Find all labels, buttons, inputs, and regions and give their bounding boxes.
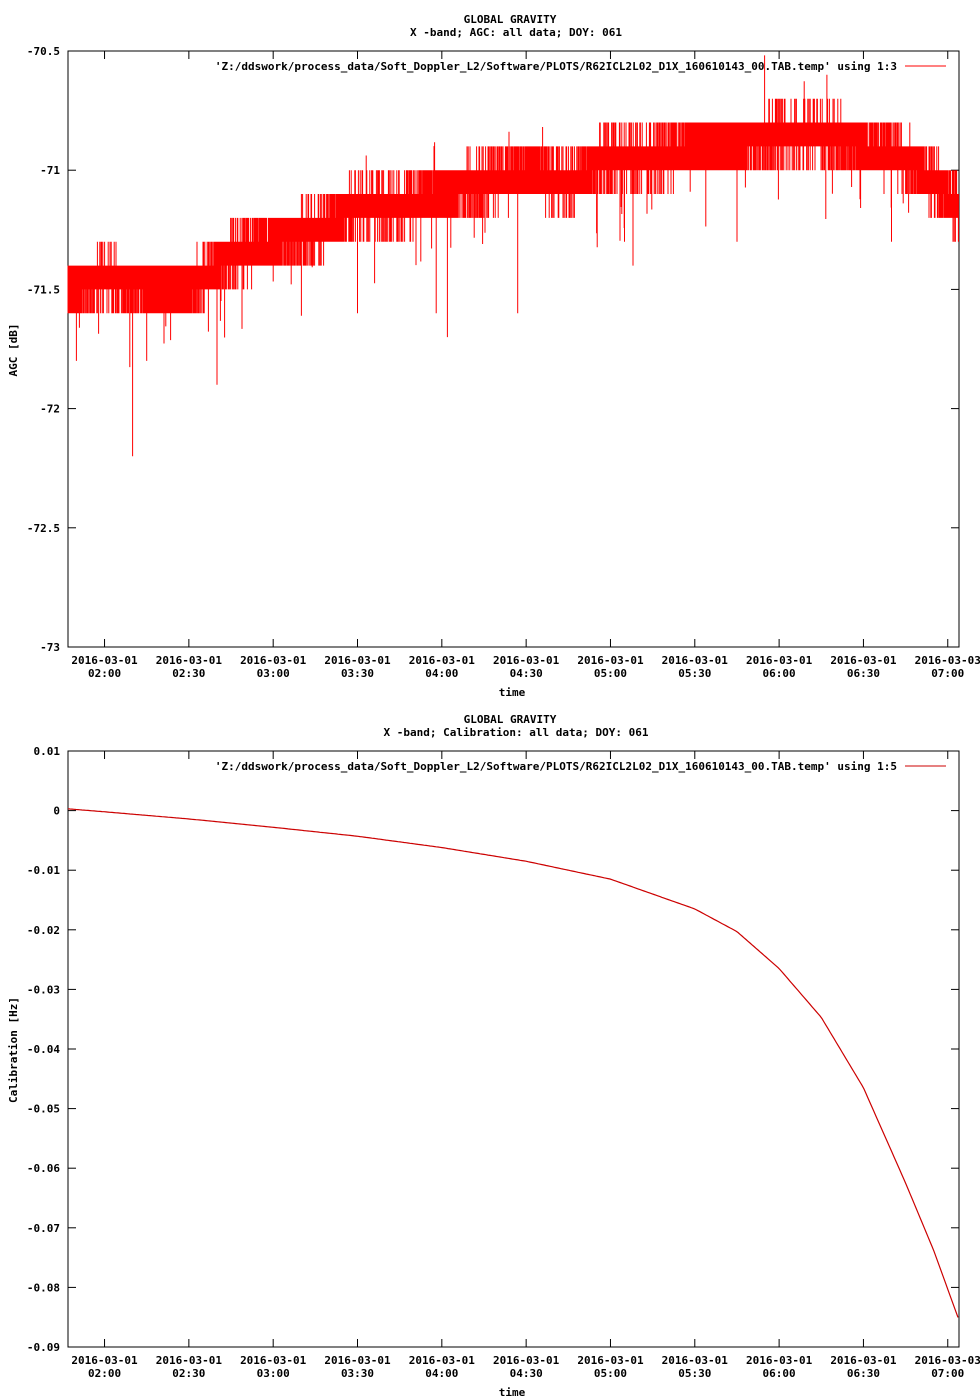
x-tick-label: 06:30 <box>847 667 880 680</box>
x-tick-label: 2016-03-03 <box>915 1354 980 1367</box>
x-tick-label: 2016-03-01 <box>324 1354 391 1367</box>
y-tick-label: -0.09 <box>27 1341 60 1354</box>
legend-label: 'Z:/ddswork/process_data/Soft_Doppler_L2… <box>215 60 897 73</box>
x-tick-label: 2016-03-01 <box>240 654 307 667</box>
x-tick-label: 03:30 <box>341 1367 374 1380</box>
calibration-series <box>67 808 959 1318</box>
x-tick-label: 2016-03-01 <box>577 654 644 667</box>
plot-frame <box>67 750 960 1348</box>
x-tick-label: 2016-03-03 <box>915 654 980 667</box>
y-tick-label: -0.05 <box>27 1103 60 1116</box>
x-tick-label: 2016-03-01 <box>156 1354 223 1367</box>
y-axis: -70.5 -71 -71.5 -72 -72.5 -73 <box>27 45 959 654</box>
plot-frame <box>67 50 960 648</box>
x-tick-label: 06:00 <box>763 1367 796 1380</box>
x-tick-label: 2016-03-01 <box>240 1354 307 1367</box>
x-tick-label: 2016-03-01 <box>662 1354 729 1367</box>
legend-label: 'Z:/ddswork/process_data/Soft_Doppler_L2… <box>215 760 897 773</box>
series-line <box>67 55 959 457</box>
y-tick-label: -0.04 <box>27 1043 60 1056</box>
x-tick-label: 2016-03-01 <box>409 1354 476 1367</box>
x-tick-label: 03:00 <box>257 667 290 680</box>
x-tick-label: 2016-03-01 <box>830 654 897 667</box>
x-tick-label: 2016-03-01 <box>662 654 729 667</box>
x-tick-label: 2016-03-01 <box>156 654 223 667</box>
x-tick-label: 2016-03-01 <box>577 1354 644 1367</box>
x-tick-label: 2016-03-01 <box>409 654 476 667</box>
x-tick-label: 05:00 <box>594 667 627 680</box>
x-axis: 2016-03-0102:002016-03-0102:302016-03-01… <box>71 751 980 1380</box>
series-line <box>67 808 959 1318</box>
x-tick-label: 07:00 <box>931 667 964 680</box>
y-tick-label: -0.01 <box>27 864 60 877</box>
y-tick-label: -71 <box>40 164 60 177</box>
x-tick-label: 04:30 <box>510 1367 543 1380</box>
y-tick-label: 0 <box>53 805 60 818</box>
x-tick-label: 2016-03-01 <box>324 654 391 667</box>
y-tick-label: -0.07 <box>27 1222 60 1235</box>
x-tick-label: 2016-03-01 <box>746 654 813 667</box>
x-axis: 2016-03-0102:002016-03-0102:302016-03-01… <box>71 51 980 680</box>
x-tick-label: 02:30 <box>172 1367 205 1380</box>
y-tick-label: -0.03 <box>27 983 60 996</box>
agc-chart: GLOBAL GRAVITY X -band; AGC: all data; D… <box>7 13 980 699</box>
y-axis-label: Calibration [Hz] <box>7 997 20 1103</box>
y-tick-label: 0.01 <box>34 745 61 758</box>
y-tick-label: -72.5 <box>27 522 60 535</box>
x-tick-label: 02:30 <box>172 667 205 680</box>
x-tick-label: 2016-03-01 <box>830 1354 897 1367</box>
x-tick-label: 04:00 <box>425 667 458 680</box>
calibration-chart: GLOBAL GRAVITY X -band; Calibration: all… <box>7 713 980 1399</box>
x-tick-label: 04:00 <box>425 1367 458 1380</box>
x-tick-label: 05:00 <box>594 1367 627 1380</box>
x-tick-label: 05:30 <box>678 667 711 680</box>
y-tick-label: -73 <box>40 641 60 654</box>
chart-subtitle: X -band; Calibration: all data; DOY: 061 <box>384 726 649 739</box>
x-tick-label: 2016-03-01 <box>71 1354 138 1367</box>
chart-title: GLOBAL GRAVITY <box>464 13 557 26</box>
x-tick-label: 2016-03-01 <box>493 654 560 667</box>
x-tick-label: 02:00 <box>88 1367 121 1380</box>
x-tick-label: 05:30 <box>678 1367 711 1380</box>
y-tick-label: -0.02 <box>27 924 60 937</box>
y-tick-label: -0.08 <box>27 1281 60 1294</box>
x-tick-label: 03:30 <box>341 667 374 680</box>
x-tick-label: 02:00 <box>88 667 121 680</box>
x-axis-label: time <box>499 1386 526 1399</box>
x-tick-label: 06:30 <box>847 1367 880 1380</box>
y-tick-label: -0.06 <box>27 1162 60 1175</box>
x-tick-label: 04:30 <box>510 667 543 680</box>
x-tick-label: 07:00 <box>931 1367 964 1380</box>
y-axis-label: AGC [dB] <box>7 324 20 377</box>
x-tick-label: 06:00 <box>763 667 796 680</box>
x-tick-label: 2016-03-01 <box>493 1354 560 1367</box>
chart-title: GLOBAL GRAVITY <box>464 713 557 726</box>
y-tick-label: -71.5 <box>27 283 60 296</box>
y-tick-label: -72 <box>40 403 60 416</box>
y-tick-label: -70.5 <box>27 45 60 58</box>
chart-subtitle: X -band; AGC: all data; DOY: 061 <box>410 26 622 39</box>
x-tick-label: 2016-03-01 <box>746 1354 813 1367</box>
x-tick-label: 03:00 <box>257 1367 290 1380</box>
y-axis: 0.01 0 -0.01 -0.02 -0.03 -0.04 -0.05 -0.06 -0.07… <box>27 745 959 1354</box>
x-tick-label: 2016-03-01 <box>71 654 138 667</box>
x-axis-label: time <box>499 686 526 699</box>
agc-series <box>67 55 959 457</box>
